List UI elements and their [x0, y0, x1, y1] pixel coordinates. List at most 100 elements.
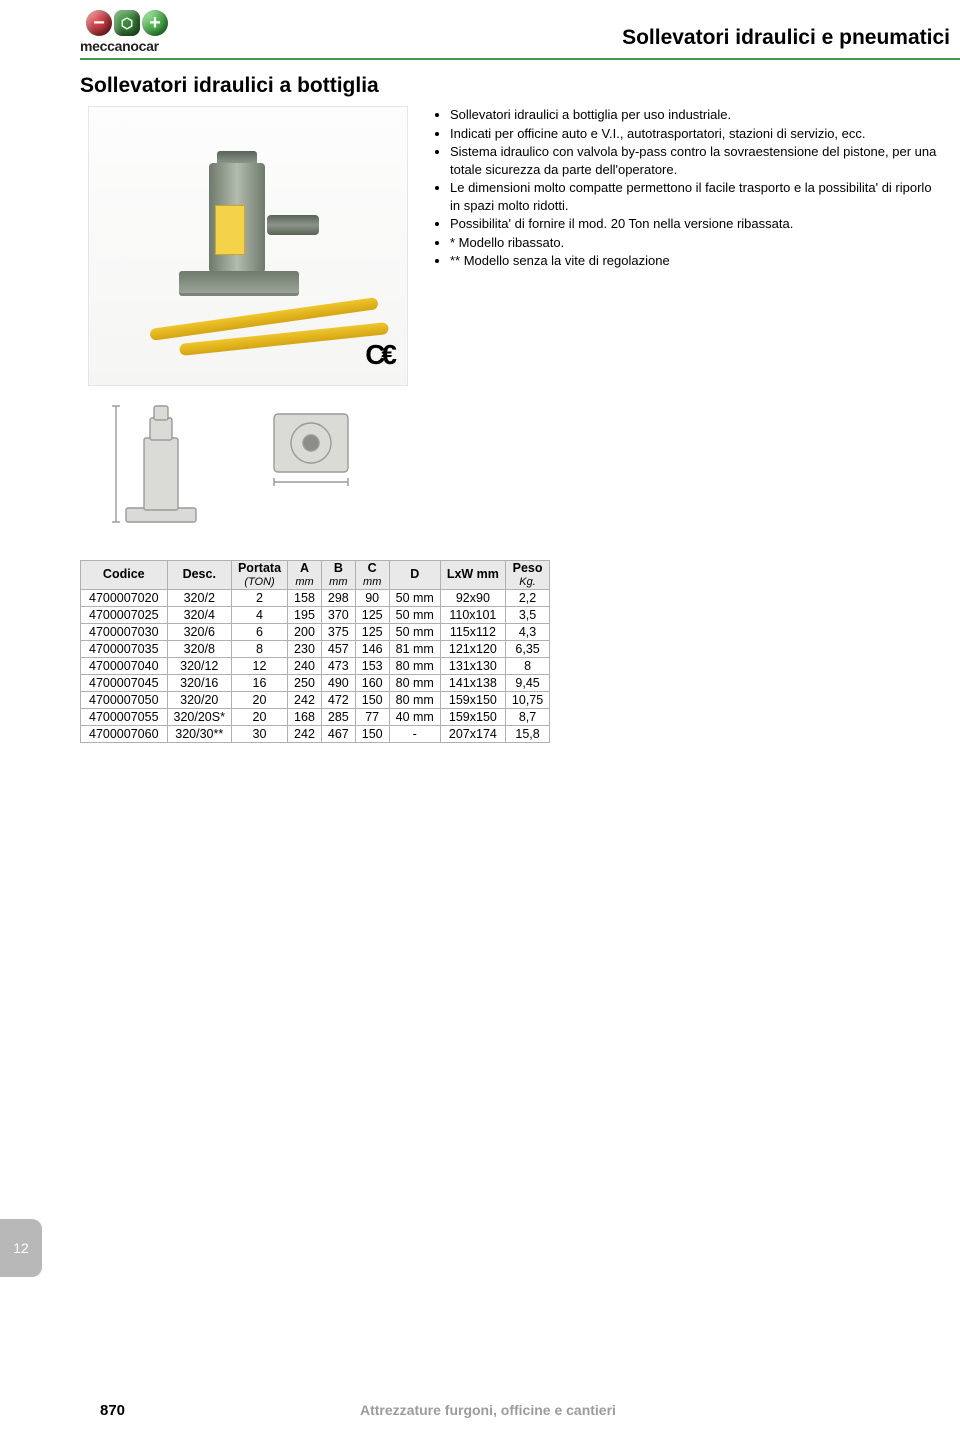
- table-cell: 153: [355, 657, 389, 674]
- feature-list: Sollevatori idraulici a bottiglia per us…: [432, 106, 940, 270]
- table-cell: 320/4: [167, 606, 231, 623]
- table-cell: 242: [288, 725, 322, 742]
- table-cell: 77: [355, 708, 389, 725]
- table-cell: 159x150: [440, 708, 505, 725]
- category-title: Sollevatori idraulici e pneumatici: [622, 26, 950, 54]
- table-cell: 4700007030: [81, 623, 168, 640]
- col-desc: Desc.: [167, 561, 231, 590]
- table-cell: 141x138: [440, 674, 505, 691]
- col-codice: Codice: [81, 561, 168, 590]
- table-cell: 80 mm: [389, 674, 440, 691]
- table-cell: 80 mm: [389, 691, 440, 708]
- section-title: Sollevatori idraulici a bottiglia: [80, 74, 960, 98]
- table-cell: 6,35: [505, 640, 549, 657]
- jack-cap-shape: [217, 151, 257, 163]
- spec-table-head: Codice Desc. Portata(TON) Amm Bmm Cmm D …: [81, 561, 550, 590]
- logo-ball-minus-icon: −: [86, 10, 112, 36]
- table-cell: 242: [288, 691, 322, 708]
- ce-mark-icon: C€: [365, 339, 393, 371]
- table-row: 4700007045320/161625049016080 mm141x1389…: [81, 674, 550, 691]
- table-cell: 30: [231, 725, 287, 742]
- logo-balls-icon: − ⬡ +: [80, 10, 168, 36]
- table-cell: 158: [288, 589, 322, 606]
- product-image: C€: [88, 106, 408, 386]
- logo-ball-hex-icon: ⬡: [114, 10, 140, 36]
- col-peso: PesoKg.: [505, 561, 549, 590]
- table-cell: 320/6: [167, 623, 231, 640]
- table-cell: 490: [321, 674, 355, 691]
- table-cell: 3,5: [505, 606, 549, 623]
- table-cell: 4700007035: [81, 640, 168, 657]
- list-item: Le dimensioni molto compatte permettono …: [450, 179, 940, 214]
- table-cell: 4700007025: [81, 606, 168, 623]
- table-cell: 473: [321, 657, 355, 674]
- table-cell: 146: [355, 640, 389, 657]
- list-item: Possibilita' di fornire il mod. 20 Ton n…: [450, 215, 940, 233]
- jack-socket-shape: [267, 215, 319, 235]
- table-cell: 195: [288, 606, 322, 623]
- table-cell: 125: [355, 623, 389, 640]
- table-cell: 40 mm: [389, 708, 440, 725]
- table-cell: 16: [231, 674, 287, 691]
- schematic-top-icon: [256, 400, 366, 530]
- table-row: 4700007035320/8823045714681 mm121x1206,3…: [81, 640, 550, 657]
- table-cell: 10,75: [505, 691, 549, 708]
- table-cell: 8: [505, 657, 549, 674]
- table-cell: 4700007020: [81, 589, 168, 606]
- list-item: ** Modello senza la vite di regolazione: [450, 252, 940, 270]
- logo-ball-plus-icon: +: [142, 10, 168, 36]
- table-cell: 20: [231, 691, 287, 708]
- spec-table-body: 4700007020320/221582989050 mm92x902,2470…: [81, 589, 550, 742]
- table-cell: 320/2: [167, 589, 231, 606]
- feature-bullets: Sollevatori idraulici a bottiglia per us…: [432, 106, 940, 271]
- table-row: 4700007030320/6620037512550 mm115x1124,3: [81, 623, 550, 640]
- jack-label-shape: [215, 205, 245, 255]
- table-cell: 472: [321, 691, 355, 708]
- table-cell: 50 mm: [389, 589, 440, 606]
- table-cell: 467: [321, 725, 355, 742]
- spec-table: Codice Desc. Portata(TON) Amm Bmm Cmm D …: [80, 560, 550, 743]
- list-item: Sollevatori idraulici a bottiglia per us…: [450, 106, 940, 124]
- brand-name: meccanocar: [80, 38, 159, 54]
- table-cell: 285: [321, 708, 355, 725]
- table-cell: 240: [288, 657, 322, 674]
- table-cell: 457: [321, 640, 355, 657]
- table-cell: 50 mm: [389, 623, 440, 640]
- table-cell: 4700007045: [81, 674, 168, 691]
- table-cell: 81 mm: [389, 640, 440, 657]
- table-row: 4700007055320/20S*201682857740 mm159x150…: [81, 708, 550, 725]
- table-cell: 298: [321, 589, 355, 606]
- col-a: Amm: [288, 561, 322, 590]
- table-cell: 150: [355, 691, 389, 708]
- table-cell: 125: [355, 606, 389, 623]
- table-cell: 250: [288, 674, 322, 691]
- table-cell: 2: [231, 589, 287, 606]
- table-cell: 375: [321, 623, 355, 640]
- table-cell: 207x174: [440, 725, 505, 742]
- table-cell: 159x150: [440, 691, 505, 708]
- chapter-tab: 12: [0, 1219, 42, 1277]
- table-row: 4700007060320/30**30242467150-207x17415,…: [81, 725, 550, 742]
- table-cell: 200: [288, 623, 322, 640]
- col-c: Cmm: [355, 561, 389, 590]
- page-header: − ⬡ + meccanocar Sollevatori idraulici e…: [0, 0, 960, 54]
- table-cell: 121x120: [440, 640, 505, 657]
- table-cell: 150: [355, 725, 389, 742]
- list-item: Sistema idraulico con valvola by-pass co…: [450, 143, 940, 178]
- table-cell: 370: [321, 606, 355, 623]
- page-footer: 870 Attrezzature furgoni, officine e can…: [0, 1402, 960, 1419]
- table-cell: 15,8: [505, 725, 549, 742]
- table-cell: 4700007055: [81, 708, 168, 725]
- table-cell: 110x101: [440, 606, 505, 623]
- table-cell: 90: [355, 589, 389, 606]
- table-cell: 320/8: [167, 640, 231, 657]
- table-cell: 160: [355, 674, 389, 691]
- table-cell: 2,2: [505, 589, 549, 606]
- table-row: 4700007025320/4419537012550 mm110x1013,5: [81, 606, 550, 623]
- image-column: C€: [88, 106, 408, 530]
- page-number: 870: [100, 1402, 360, 1419]
- col-d: D: [389, 561, 440, 590]
- content-row: C€: [0, 106, 960, 530]
- col-portata: Portata(TON): [231, 561, 287, 590]
- col-lxw: LxW mm: [440, 561, 505, 590]
